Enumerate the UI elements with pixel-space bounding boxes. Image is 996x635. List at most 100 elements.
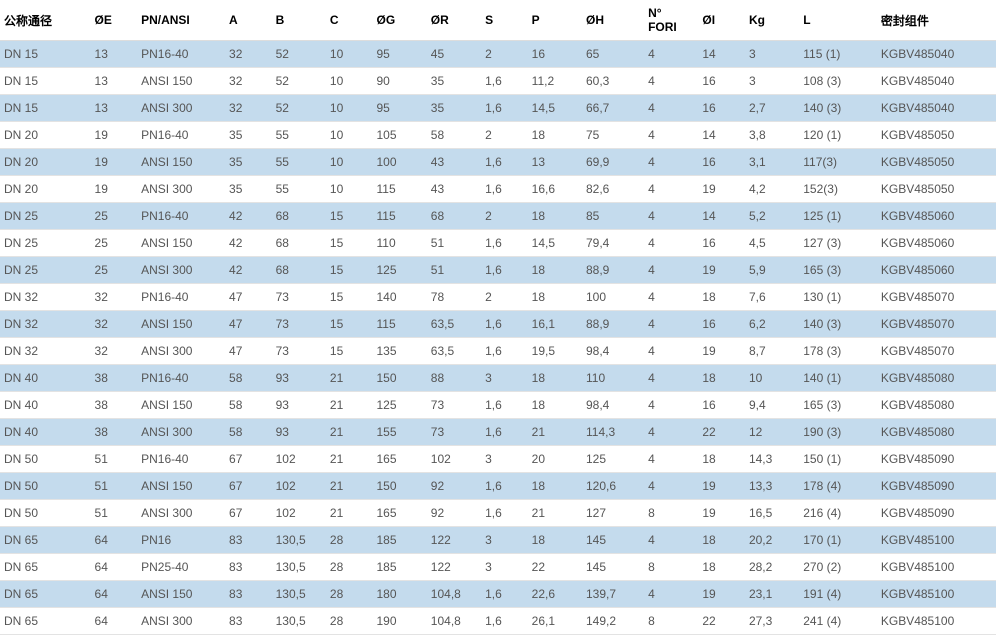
cell: 98,4	[582, 338, 644, 365]
cell: 15	[326, 230, 373, 257]
cell: 19	[698, 473, 745, 500]
cell: 16	[698, 311, 745, 338]
cell: PN16-40	[137, 203, 225, 230]
cell: DN 50	[0, 446, 91, 473]
cell: 4	[644, 122, 698, 149]
col-header: P	[528, 0, 582, 41]
cell: ANSI 150	[137, 230, 225, 257]
cell: 88,9	[582, 257, 644, 284]
cell: 125	[372, 257, 426, 284]
cell: KGBV485060	[877, 203, 996, 230]
cell: 185	[372, 554, 426, 581]
cell: DN 25	[0, 230, 91, 257]
cell: 73	[427, 419, 481, 446]
cell: ANSI 300	[137, 419, 225, 446]
cell: 95	[372, 41, 426, 68]
col-header: 密封组件	[877, 0, 996, 41]
table-row: DN 3232PN16-40477315140782181004187,6130…	[0, 284, 996, 311]
cell: 21	[326, 473, 373, 500]
cell: 18	[698, 527, 745, 554]
cell: 150	[372, 473, 426, 500]
table-row: DN 2019ANSI 300355510115431,616,682,6419…	[0, 176, 996, 203]
cell: 26,1	[528, 608, 582, 635]
cell: 102	[272, 500, 326, 527]
table-row: DN 6564ANSI 15083130,528180104,81,622,61…	[0, 581, 996, 608]
cell: DN 15	[0, 68, 91, 95]
cell: 4	[644, 68, 698, 95]
cell: 42	[225, 203, 272, 230]
cell: 110	[372, 230, 426, 257]
cell: KGBV485080	[877, 365, 996, 392]
cell: 125	[372, 392, 426, 419]
cell: 10	[745, 365, 799, 392]
cell: 1,6	[481, 95, 528, 122]
cell: 117(3)	[799, 149, 877, 176]
cell: 102	[427, 446, 481, 473]
cell: 8	[644, 608, 698, 635]
cell: 150 (1)	[799, 446, 877, 473]
cell: 27,3	[745, 608, 799, 635]
cell: 28	[326, 527, 373, 554]
cell: 60,3	[582, 68, 644, 95]
cell: 15	[326, 257, 373, 284]
cell: 6,2	[745, 311, 799, 338]
cell: DN 20	[0, 149, 91, 176]
cell: 95	[372, 95, 426, 122]
cell: KGBV485080	[877, 392, 996, 419]
cell: 51	[91, 473, 138, 500]
cell: 67	[225, 500, 272, 527]
cell: 93	[272, 419, 326, 446]
cell: DN 15	[0, 41, 91, 68]
cell: 13,3	[745, 473, 799, 500]
cell: 68	[272, 203, 326, 230]
cell: 1,6	[481, 257, 528, 284]
cell: 67	[225, 446, 272, 473]
cell: 3	[745, 68, 799, 95]
cell: 51	[91, 446, 138, 473]
cell: 51	[427, 257, 481, 284]
cell: ANSI 300	[137, 176, 225, 203]
cell: 8	[644, 500, 698, 527]
cell: 115 (1)	[799, 41, 877, 68]
cell: 15	[326, 338, 373, 365]
cell: 4	[644, 176, 698, 203]
cell: KGBV485100	[877, 581, 996, 608]
cell: 88,9	[582, 311, 644, 338]
cell: 32	[225, 95, 272, 122]
cell: 52	[272, 41, 326, 68]
cell: 19	[698, 257, 745, 284]
cell: 4	[644, 311, 698, 338]
cell: 18	[528, 257, 582, 284]
cell: 51	[91, 500, 138, 527]
cell: 125	[582, 446, 644, 473]
cell: 130 (1)	[799, 284, 877, 311]
table-row: DN 5051ANSI 3006710221165921,62112781916…	[0, 500, 996, 527]
cell: 18	[698, 365, 745, 392]
cell: 28	[326, 581, 373, 608]
cell: ANSI 150	[137, 149, 225, 176]
col-header: Kg	[745, 0, 799, 41]
cell: 35	[225, 122, 272, 149]
cell: 78	[427, 284, 481, 311]
cell: 28,2	[745, 554, 799, 581]
cell: 170 (1)	[799, 527, 877, 554]
cell: 3	[745, 41, 799, 68]
table-row: DN 1513ANSI 15032521090351,611,260,34163…	[0, 68, 996, 95]
cell: DN 25	[0, 257, 91, 284]
cell: 35	[427, 68, 481, 95]
cell: KGBV485060	[877, 257, 996, 284]
cell: 3	[481, 365, 528, 392]
cell: 22	[698, 608, 745, 635]
cell: 3	[481, 446, 528, 473]
cell: DN 65	[0, 554, 91, 581]
cell: 4	[644, 473, 698, 500]
cell: 140 (1)	[799, 365, 877, 392]
cell: 47	[225, 311, 272, 338]
cell: ANSI 300	[137, 338, 225, 365]
cell: 191 (4)	[799, 581, 877, 608]
cell: 47	[225, 284, 272, 311]
cell: 115	[372, 311, 426, 338]
cell: 10	[326, 122, 373, 149]
cell: 21	[326, 392, 373, 419]
cell: 1,6	[481, 581, 528, 608]
